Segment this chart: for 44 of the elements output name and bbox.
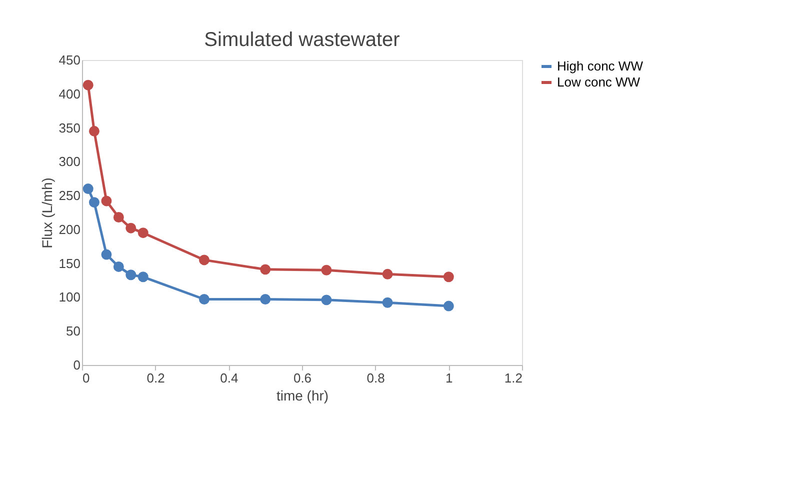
x-tick-label: 0.8 bbox=[366, 370, 385, 386]
point bbox=[321, 294, 332, 306]
x-axis-title: time (hr) bbox=[276, 388, 329, 404]
x-tick-label: 0.6 bbox=[293, 370, 312, 386]
point bbox=[443, 272, 454, 282]
point bbox=[82, 80, 94, 90]
point bbox=[382, 297, 393, 308]
point bbox=[126, 222, 136, 234]
point bbox=[113, 261, 124, 272]
chart-title: Simulated wastewater bbox=[204, 29, 400, 51]
legend-label: Low conc WW bbox=[557, 74, 641, 90]
point bbox=[138, 228, 148, 238]
y-tick-label: 50 bbox=[66, 324, 80, 339]
point bbox=[260, 264, 271, 275]
point bbox=[443, 300, 454, 312]
point bbox=[82, 184, 94, 194]
point bbox=[88, 126, 100, 136]
point bbox=[126, 270, 136, 280]
point bbox=[198, 294, 210, 304]
y-tick-label: 250 bbox=[58, 188, 80, 204]
point bbox=[88, 197, 100, 208]
point bbox=[382, 268, 393, 280]
y-tick-label: 400 bbox=[58, 86, 80, 102]
point bbox=[198, 254, 210, 266]
y-tick-label: 350 bbox=[58, 120, 80, 136]
x-tick-label: 0 bbox=[82, 370, 90, 386]
y-tick-label: 200 bbox=[58, 222, 80, 237]
y-tick-label: 100 bbox=[58, 290, 80, 305]
point bbox=[101, 249, 112, 260]
point bbox=[321, 264, 332, 276]
y-tick-label: 300 bbox=[58, 154, 80, 170]
x-tick-label: 0.4 bbox=[220, 370, 238, 386]
y-tick-label: 150 bbox=[58, 256, 80, 271]
point bbox=[138, 272, 148, 282]
y-tick-label: 450 bbox=[58, 52, 80, 68]
x-tick-label: 1 bbox=[446, 370, 453, 386]
legend-label: High conc WW bbox=[557, 58, 644, 74]
point bbox=[260, 294, 271, 304]
x-tick-label: 1.2 bbox=[504, 370, 522, 386]
point bbox=[113, 212, 124, 222]
point bbox=[101, 196, 112, 206]
y-tick-label: 0 bbox=[73, 358, 80, 372]
y-axis-title: Flux (L/mh) bbox=[38, 178, 55, 248]
x-tick-label: 0.2 bbox=[146, 370, 165, 386]
